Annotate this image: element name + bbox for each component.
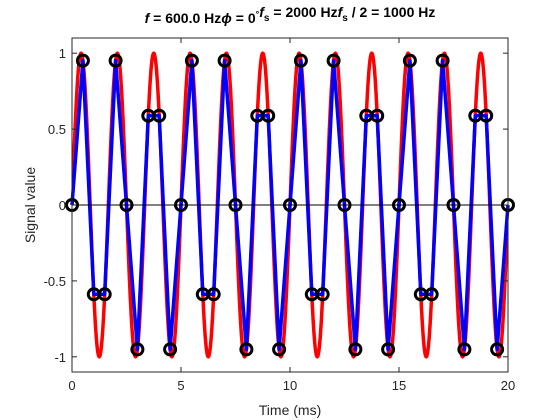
title-f-value: = 600.0 Hz <box>149 10 221 26</box>
title-phi-unit: ° <box>256 9 260 19</box>
sample-marker <box>435 53 450 68</box>
title-nyq-value: / 2 = 1000 Hz <box>348 4 436 20</box>
sample-marker <box>239 342 254 357</box>
sample-marker <box>381 342 396 357</box>
x-axis-label: Time (ms) <box>259 402 321 418</box>
sample-marker <box>119 198 134 212</box>
sample-marker <box>315 287 330 302</box>
sample-marker <box>479 108 494 123</box>
title-phi-value: = 0 <box>232 10 256 26</box>
sample-marker <box>283 198 297 212</box>
sample-marker <box>272 342 287 357</box>
y-tick-label: 0.5 <box>48 122 66 137</box>
y-tick-label: 1 <box>59 46 66 61</box>
y-tick-label: 0 <box>59 198 66 213</box>
sample-marker <box>337 198 352 212</box>
title-fs-symbol: f <box>259 4 265 20</box>
sample-marker <box>348 342 363 357</box>
x-tick-label: 15 <box>392 378 406 393</box>
sample-marker <box>293 53 308 68</box>
plot-area <box>65 51 515 359</box>
sample-marker <box>163 342 178 357</box>
sample-marker <box>184 53 199 68</box>
chart-title: f = 600.0 Hzϕ = 0°fs = 2000 Hzfs / 2 = 1… <box>145 4 436 26</box>
sample-marker <box>446 198 461 212</box>
sample-marker <box>457 342 472 357</box>
x-tick-label: 5 <box>177 378 184 393</box>
title-nyq-symbol: f <box>338 4 344 20</box>
sample-marker <box>108 53 123 68</box>
title-fs-sub: s <box>264 13 270 24</box>
sample-marker <box>392 198 406 212</box>
sample-marker <box>370 108 385 123</box>
sample-marker <box>130 342 145 357</box>
sample-marker <box>152 108 167 123</box>
sample-marker <box>326 53 341 68</box>
sample-marker <box>228 198 243 212</box>
title-phi-symbol: ϕ <box>221 10 232 26</box>
sample-marker <box>490 342 505 357</box>
title-nyq-sub: s <box>342 13 348 24</box>
sample-marker <box>206 287 221 302</box>
title-f-symbol: f <box>145 10 151 26</box>
x-tick-label: 0 <box>68 378 75 393</box>
sample-marker <box>217 53 232 68</box>
sample-marker <box>424 287 439 302</box>
sample-marker <box>402 53 417 68</box>
x-tick-label: 20 <box>501 378 515 393</box>
y-axis-label: Signal value <box>22 167 38 243</box>
sample-marker <box>97 287 112 302</box>
x-tick-label: 10 <box>283 378 297 393</box>
y-tick-label: -1 <box>54 350 66 365</box>
y-tick-label: -0.5 <box>44 274 66 289</box>
sample-marker <box>75 53 90 68</box>
axes: 0 5 10 15 20 -1 -0.5 0 0.5 1 <box>44 37 515 393</box>
title-fs-value: = 2000 Hz <box>269 4 337 20</box>
sample-marker <box>261 108 276 123</box>
sample-marker <box>174 198 188 212</box>
